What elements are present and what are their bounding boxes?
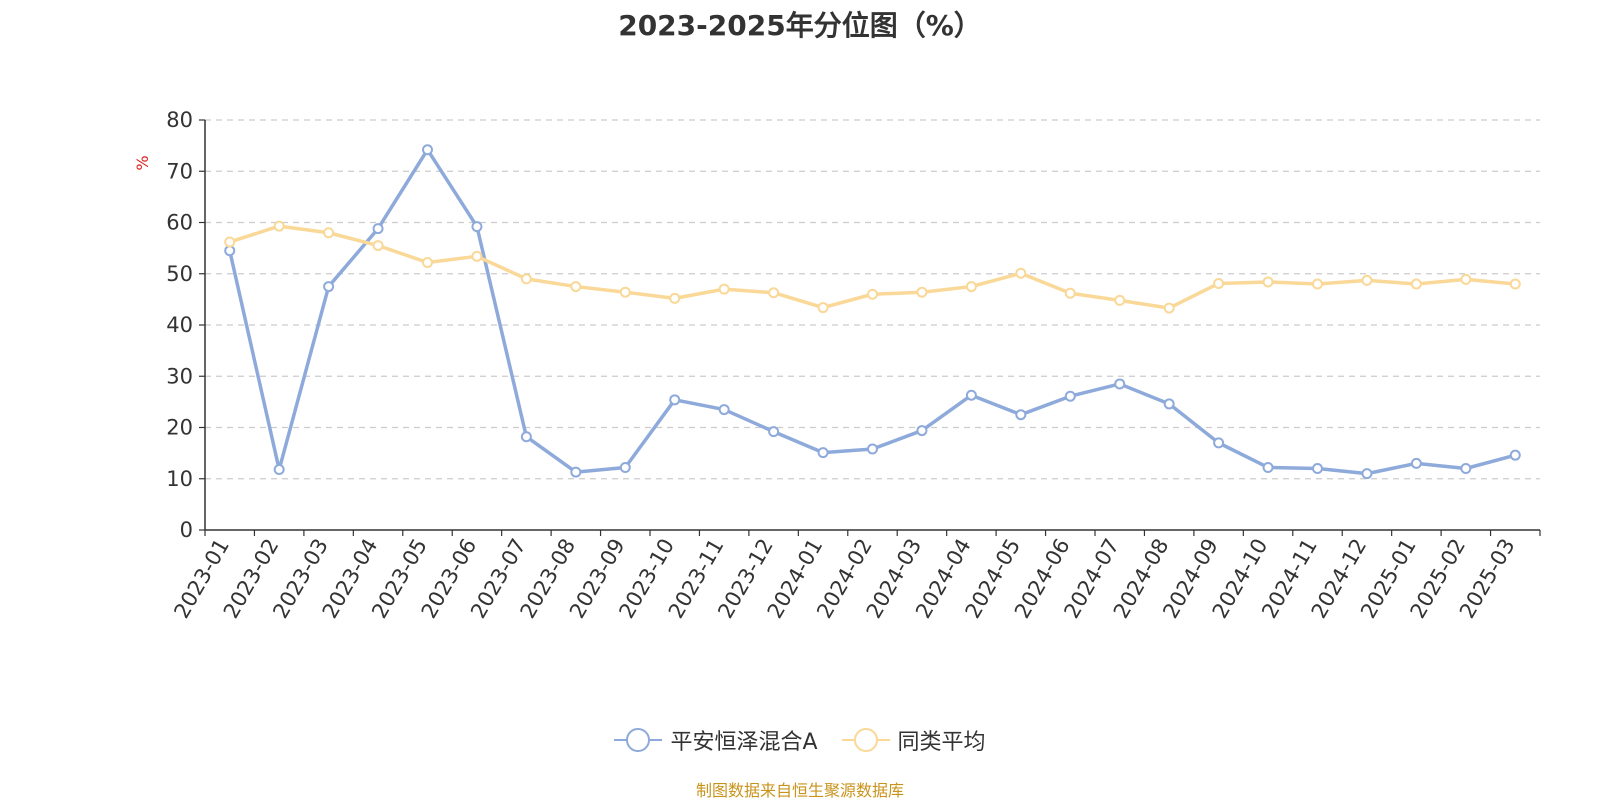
data-point: [323, 227, 335, 239]
data-point: [1114, 378, 1126, 390]
data-point: [1410, 278, 1422, 290]
data-point: [1015, 409, 1027, 421]
grid-lines: [205, 119, 1540, 480]
data-point: [372, 240, 384, 252]
chart-title: 2023-2025年分位图（%）: [618, 9, 982, 42]
data-point: [619, 461, 631, 473]
data-point: [619, 286, 631, 298]
data-point: [718, 404, 730, 416]
data-point: [1361, 468, 1373, 480]
y-tick-label: 50: [166, 262, 193, 286]
data-point: [273, 464, 285, 476]
data-point: [1064, 287, 1076, 299]
data-point: [1262, 276, 1274, 288]
data-point: [1213, 437, 1225, 449]
data-point: [1460, 463, 1472, 474]
data-point: [768, 426, 780, 438]
data-point: [570, 281, 582, 293]
data-point: [867, 443, 878, 455]
data-point: [817, 447, 829, 459]
legend-label: 同类平均: [897, 730, 986, 755]
data-point: [718, 283, 730, 295]
data-point: [1213, 277, 1225, 289]
data-point: [1064, 390, 1076, 402]
data-point: [422, 256, 433, 268]
data-point: [1163, 398, 1175, 410]
data-point: [1262, 461, 1274, 473]
data-point: [224, 245, 236, 257]
data-point: [1163, 302, 1175, 314]
legend-item-2[interactable]: 同类平均: [841, 724, 986, 756]
data-point: [1460, 273, 1472, 285]
data-point: [669, 292, 681, 304]
data-point: [372, 223, 384, 235]
data-point: [768, 287, 780, 299]
legend-marker-icon: [841, 728, 890, 752]
data-point: [1312, 463, 1323, 474]
data-point: [224, 236, 236, 248]
data-point: [422, 144, 433, 156]
data-point: [1509, 449, 1521, 461]
data-point: [471, 250, 483, 262]
data-point: [867, 288, 878, 300]
data-point: [520, 431, 532, 443]
data-point: [1114, 294, 1126, 306]
data-point: [817, 302, 829, 314]
y-tick-label: 0: [180, 518, 193, 542]
data-point: [1509, 278, 1521, 290]
legend-marker-circle: [626, 728, 651, 752]
legend-marker-icon: [614, 728, 663, 752]
y-tick-label: 40: [166, 313, 193, 337]
data-point: [916, 425, 928, 437]
data-point: [916, 286, 928, 298]
legend-label: 平安恒泽混合A: [670, 730, 818, 755]
series-lines: [224, 144, 1521, 480]
data-point: [965, 389, 977, 401]
data-point: [323, 281, 335, 293]
data-point: [1015, 267, 1027, 279]
data-point: [1361, 274, 1373, 286]
y-tick-label: 30: [166, 364, 193, 388]
series-line-1: [228, 147, 1516, 476]
data-point: [273, 220, 285, 232]
y-tick-label: 10: [166, 467, 193, 491]
y-tick-label: 80: [166, 108, 193, 132]
y-tick-label: 60: [166, 211, 193, 235]
legend-item-1[interactable]: 平安恒泽混合A: [614, 724, 818, 756]
y-axis-label: %: [133, 155, 152, 170]
legend: 平安恒泽混合A 同类平均: [0, 720, 1600, 760]
data-point: [1410, 457, 1422, 469]
y-tick-label: 70: [166, 159, 193, 183]
y-tick-label: 20: [166, 416, 193, 440]
axes: 01020304050607080%2023-012023-022023-032…: [133, 108, 1541, 622]
data-point: [965, 281, 977, 293]
data-point: [1312, 278, 1323, 290]
data-point: [471, 221, 483, 233]
data-point: [669, 394, 681, 406]
line-chart: 01020304050607080%2023-012023-022023-032…: [133, 108, 1541, 622]
source-note: 制图数据来自恒生聚源数据库: [695, 781, 904, 800]
data-point: [570, 466, 582, 478]
data-point: [520, 273, 532, 285]
legend-marker-circle: [853, 728, 878, 752]
